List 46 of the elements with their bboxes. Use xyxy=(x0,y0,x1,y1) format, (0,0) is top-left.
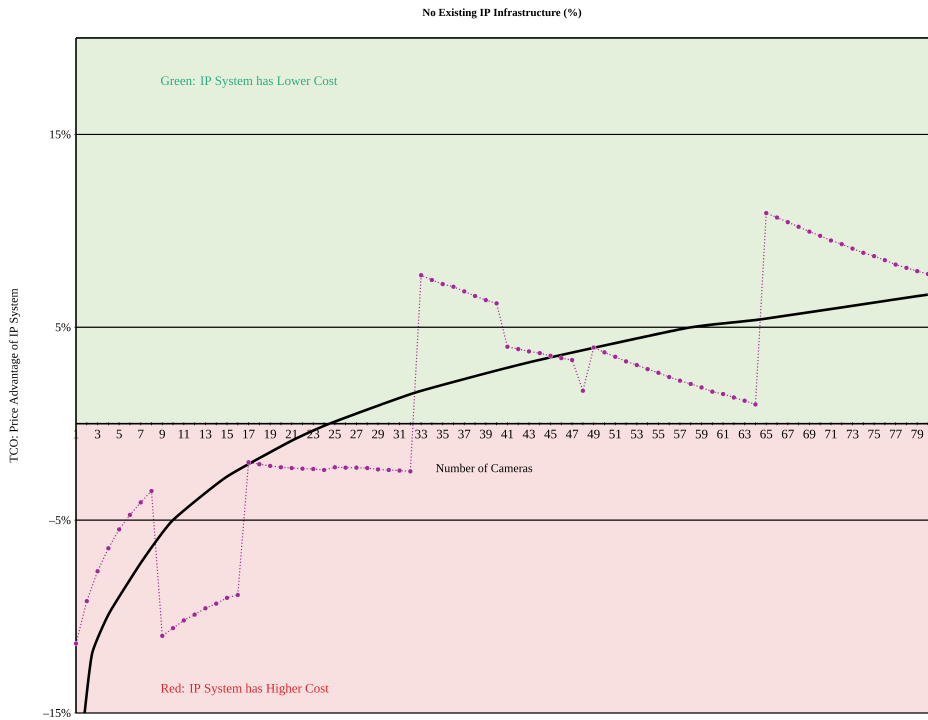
y-tick-label: 5% xyxy=(56,323,71,332)
x-tick-label: 59 xyxy=(696,430,708,438)
x-tick-label: 17 xyxy=(243,430,255,438)
x-tick-label: 27 xyxy=(350,430,363,438)
x-tick-label: 47 xyxy=(566,430,578,438)
band-label: Green: IP System has Lower Cost xyxy=(161,76,338,88)
x-tick-label: 41 xyxy=(501,430,514,438)
x-tick-label: 73 xyxy=(846,430,858,438)
x-tick-label: 37 xyxy=(458,430,470,438)
x-tick-label: 71 xyxy=(825,430,837,438)
x-tick-label: 39 xyxy=(480,430,492,438)
x-tick-label: 57 xyxy=(674,430,686,438)
x-tick-label: 9 xyxy=(159,430,165,438)
x-tick-label: 67 xyxy=(782,430,794,438)
x-tick-label: 29 xyxy=(372,430,384,438)
y-tick-label: –15% xyxy=(43,708,71,718)
band-label: Red: IP System has Higher Cost xyxy=(160,683,329,696)
x-tick-label: 45 xyxy=(544,430,557,438)
x-axis-title: Number of Cameras xyxy=(436,464,532,472)
x-tick-label: 51 xyxy=(610,430,621,438)
x-tick-label: 49 xyxy=(587,430,600,438)
x-tick-label: 69 xyxy=(803,430,816,438)
x-tick-label: 63 xyxy=(738,430,751,438)
x-tick-label: 61 xyxy=(717,430,729,438)
x-tick-label: 33 xyxy=(415,430,428,438)
x-tick-label: 7 xyxy=(138,430,144,438)
x-tick-label: 3 xyxy=(94,430,100,438)
x-tick-label: 19 xyxy=(264,430,276,438)
x-tick-label: 75 xyxy=(868,430,880,438)
x-tick-label: 31 xyxy=(394,430,406,438)
x-tick-label: 35 xyxy=(436,430,449,438)
x-tick-label: 5 xyxy=(116,430,122,438)
x-tick-label: 15 xyxy=(222,430,233,438)
x-tick-label: 53 xyxy=(631,430,643,438)
y-tick-label: 15% xyxy=(50,130,71,138)
y-axis-title: TCO: Price Advantage of IP System xyxy=(9,288,20,462)
x-tick-label: 43 xyxy=(522,430,535,438)
chart-title: No Existing IP Infrastructure (%) xyxy=(422,8,582,18)
x-tick-label: 65 xyxy=(760,430,772,438)
x-tick-label: 55 xyxy=(652,430,664,438)
x-tick-label: 25 xyxy=(328,430,341,438)
x-tick-label: 79 xyxy=(912,430,924,438)
x-tick-label: 13 xyxy=(200,430,212,438)
x-tick-label: 77 xyxy=(890,430,902,438)
x-tick-label: 11 xyxy=(178,430,190,438)
y-tick-label: –5% xyxy=(49,516,71,524)
